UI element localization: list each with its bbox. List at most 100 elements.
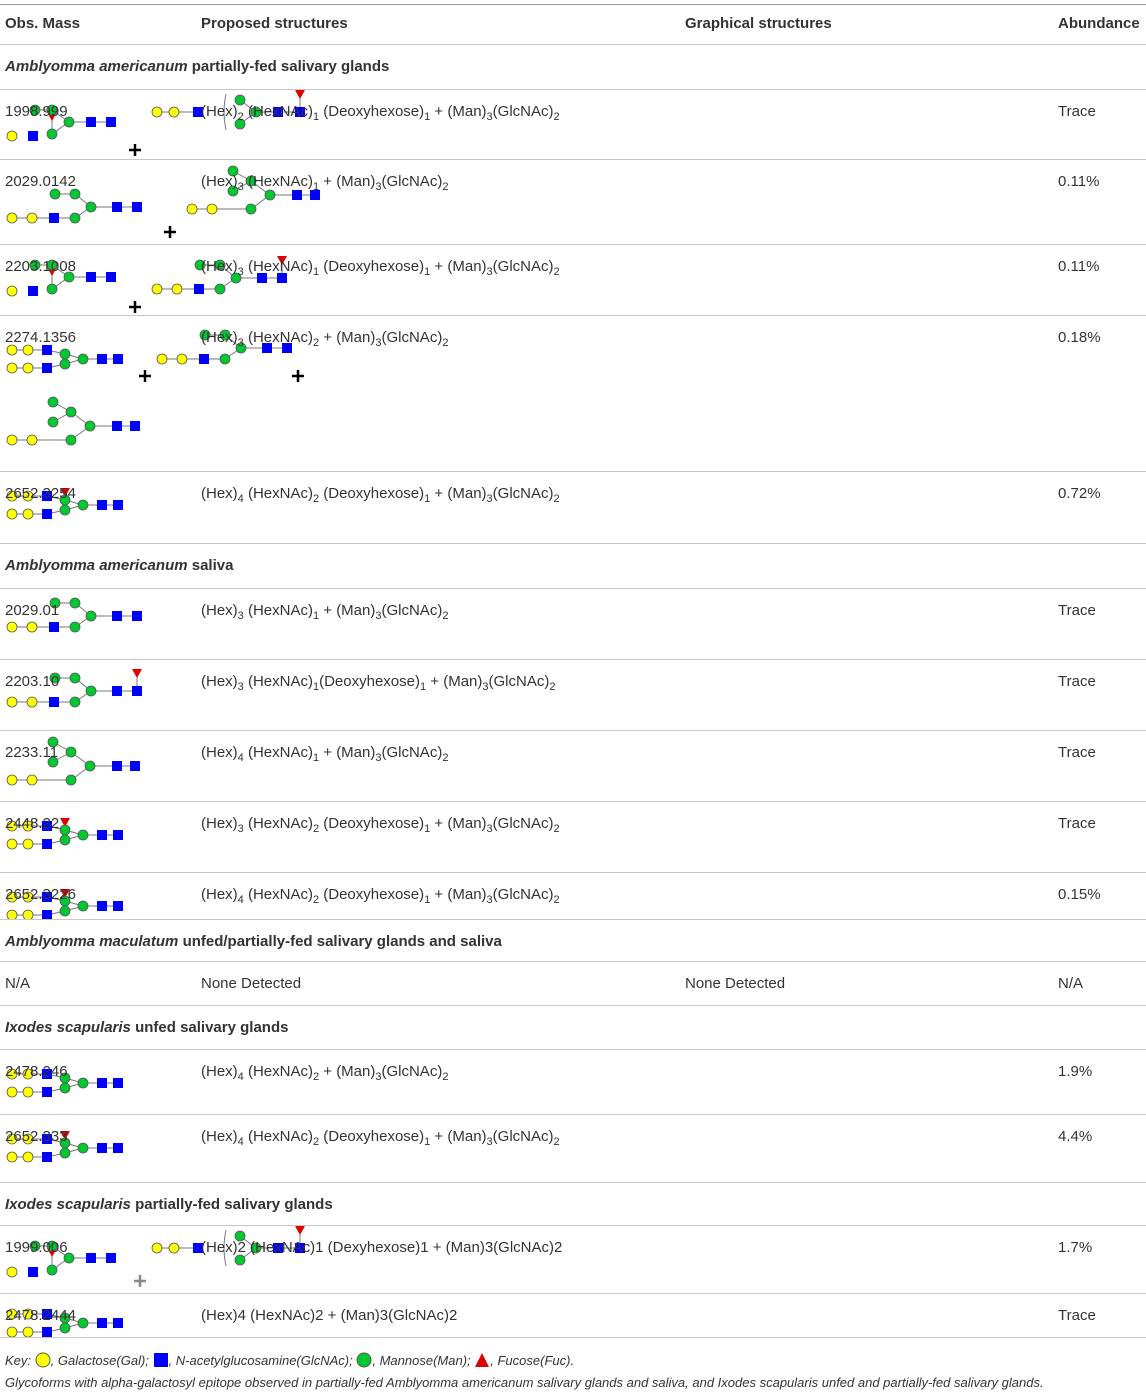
mannose bbox=[219, 353, 231, 365]
glcnac bbox=[42, 363, 52, 373]
glcnac bbox=[49, 213, 59, 223]
mannose bbox=[77, 900, 89, 912]
galactose bbox=[171, 283, 183, 295]
glcnac bbox=[106, 117, 116, 127]
obs-mass: 2233.11 bbox=[5, 744, 59, 761]
galactose bbox=[6, 774, 18, 786]
abundance: Trace bbox=[1058, 744, 1096, 761]
proposed-structure: (Hex)2 (HexNAc)1 (Dexyhexose)1 + (Man)3(… bbox=[201, 1239, 563, 1256]
residue: (HexNAc) bbox=[243, 1063, 313, 1080]
glcnac bbox=[113, 830, 123, 840]
key-item: , Galactose(Gal); bbox=[50, 1353, 149, 1368]
species: Amblyomma maculatum bbox=[5, 933, 179, 950]
glcnac bbox=[113, 901, 123, 911]
galactose bbox=[26, 696, 38, 708]
glcnac bbox=[86, 1253, 96, 1263]
mannose bbox=[29, 104, 41, 116]
residue: (Deoxyhexose) bbox=[319, 886, 425, 903]
glcnac bbox=[97, 1318, 107, 1328]
glcnac bbox=[295, 1243, 305, 1253]
glcnac bbox=[42, 1309, 52, 1319]
section-row: Ixodes scapularis partially-fed salivary… bbox=[0, 1183, 1146, 1226]
galactose bbox=[22, 909, 34, 921]
residue: (Hex) bbox=[201, 886, 238, 903]
mannose bbox=[59, 358, 71, 370]
fucose bbox=[60, 1131, 70, 1140]
glycan bbox=[6, 344, 123, 374]
glcnac bbox=[262, 343, 272, 353]
residue-count: 4 bbox=[237, 894, 244, 906]
residue-count: 1 bbox=[424, 823, 431, 835]
residue: (HexNAc) bbox=[243, 103, 313, 120]
residue-count: 1 bbox=[424, 493, 431, 505]
mannose bbox=[59, 348, 71, 360]
mannose bbox=[194, 259, 206, 271]
glycan bbox=[151, 256, 287, 295]
residue: + (Man) bbox=[430, 258, 487, 275]
galactose bbox=[26, 621, 38, 633]
glycan bbox=[6, 597, 142, 633]
abundance: Trace bbox=[1058, 1307, 1096, 1324]
galactose bbox=[168, 1242, 180, 1254]
glcnac bbox=[193, 107, 203, 117]
galactose bbox=[22, 508, 34, 520]
glycan-bracket bbox=[223, 93, 227, 131]
data-row: 2029.01 (Hex)3 (HexNAc)1 + (Man)3(GlcNAc)… bbox=[0, 589, 1146, 660]
mannose bbox=[264, 189, 276, 201]
key-icon bbox=[475, 1353, 490, 1367]
glcnac bbox=[86, 117, 96, 127]
glcnac bbox=[113, 354, 123, 364]
glcnac bbox=[282, 343, 292, 353]
key-item: , Mannose(Man); bbox=[372, 1353, 471, 1368]
residue: (Hex) bbox=[201, 258, 238, 275]
residue-count: 3 bbox=[237, 681, 244, 693]
galactose bbox=[6, 285, 18, 297]
glcnac bbox=[130, 761, 140, 771]
residue-count: 3 bbox=[237, 823, 244, 835]
residue: (Deoxyhexose) bbox=[319, 103, 425, 120]
section-title: Amblyomma americanum partially-fed saliv… bbox=[5, 58, 389, 76]
glcnac bbox=[42, 821, 52, 831]
obs-mass: 2652.333 bbox=[5, 1128, 68, 1145]
mannose bbox=[65, 434, 77, 446]
mannose bbox=[59, 905, 71, 917]
galactose bbox=[6, 891, 18, 903]
residue-count: 2 bbox=[312, 1071, 320, 1083]
mannose bbox=[227, 165, 239, 177]
galactose bbox=[6, 1086, 18, 1098]
galactose bbox=[176, 353, 188, 365]
mannose bbox=[234, 118, 246, 130]
obs-mass: 2029.01 bbox=[5, 602, 60, 619]
galactose bbox=[6, 212, 18, 224]
header-row: Obs. Mass Proposed structures Graphical st… bbox=[0, 4, 1146, 45]
proposed-structure: (Hex)3 (HexNAc)1 (Deoxyhexose)1 + (Man)3… bbox=[201, 258, 560, 278]
key-item: , Fucose(Fuc). bbox=[490, 1353, 575, 1368]
proposed-structure: (Hex)4 (HexNAc)2 (Deoxyhexose)1 + (Man)3… bbox=[201, 886, 560, 906]
galactose bbox=[6, 838, 18, 850]
residue: + (Man) bbox=[319, 173, 376, 190]
residue: + (Man) bbox=[426, 673, 483, 690]
mannose bbox=[59, 504, 71, 516]
galactose bbox=[6, 1133, 18, 1145]
residue-count: 2 bbox=[312, 823, 320, 835]
species: Ixodes scapularis bbox=[5, 1019, 131, 1036]
galactose bbox=[22, 891, 34, 903]
column-header: Obs. Mass bbox=[5, 15, 81, 32]
mannose bbox=[47, 396, 59, 408]
residue-count: 2 bbox=[442, 181, 449, 193]
residue: (HexNAc) bbox=[243, 673, 313, 690]
galactose bbox=[22, 344, 34, 356]
column-header: Proposed structures bbox=[201, 15, 348, 32]
galactose bbox=[26, 774, 38, 786]
glycan bbox=[6, 1068, 123, 1098]
mannose bbox=[59, 1322, 71, 1334]
glcnac bbox=[42, 1069, 52, 1079]
residue-count: 2 bbox=[312, 894, 320, 906]
residue-count: 2 bbox=[553, 111, 560, 123]
mannose bbox=[69, 188, 81, 200]
residue-count: 2 bbox=[442, 752, 449, 764]
obs-mass: 1999.006 bbox=[5, 1239, 68, 1256]
abundance: 1.7% bbox=[1058, 1239, 1093, 1256]
glcnac bbox=[86, 272, 96, 282]
obs-mass: 2652.3226 bbox=[5, 886, 76, 903]
